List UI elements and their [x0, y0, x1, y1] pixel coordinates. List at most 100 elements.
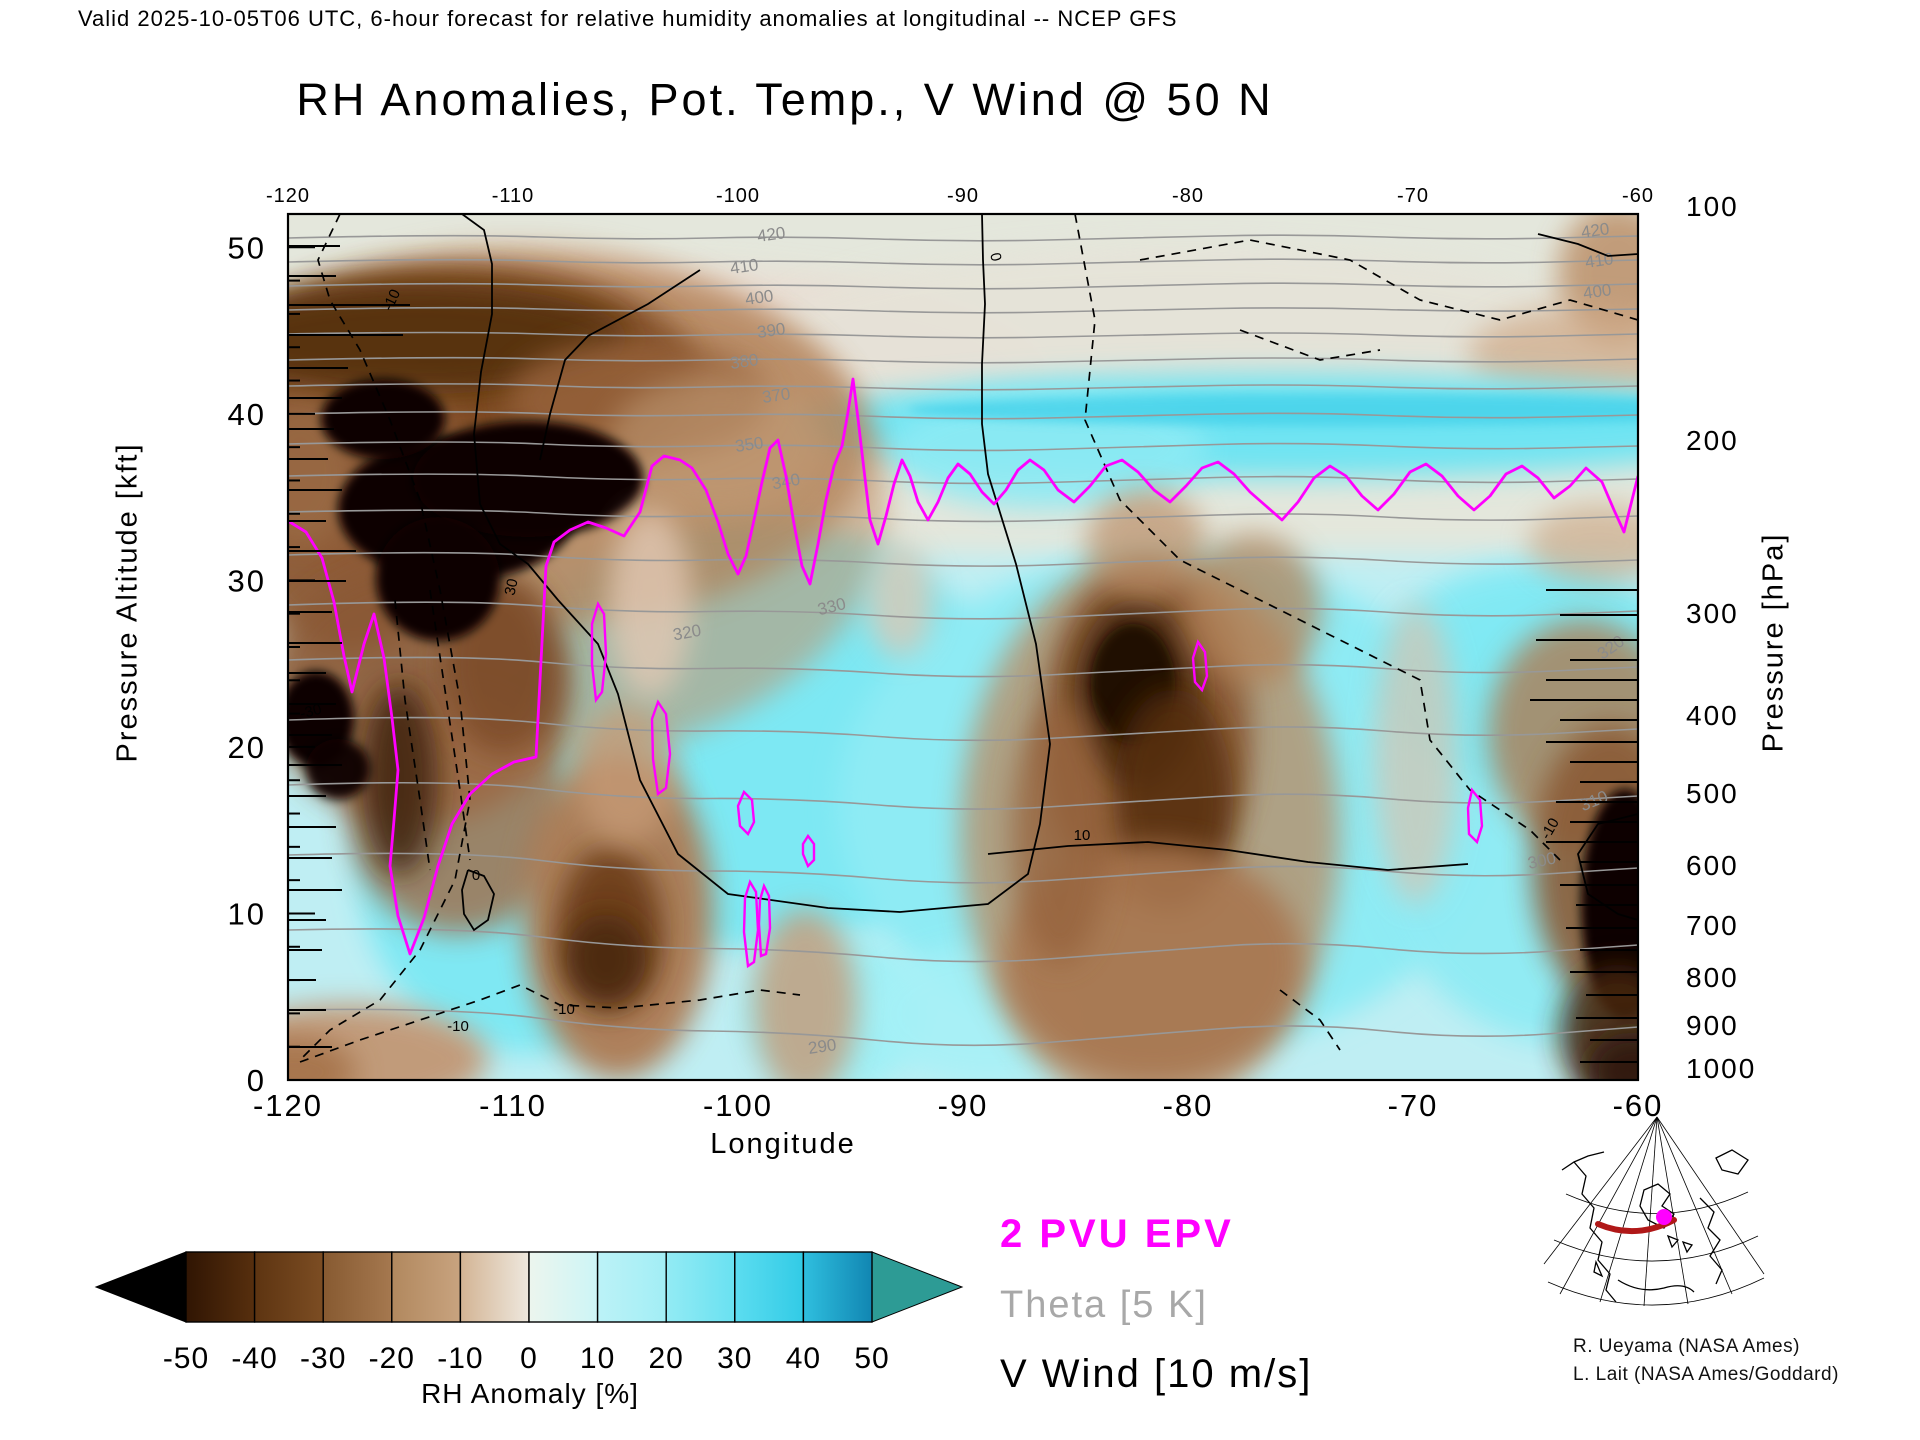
y-tick-label-left: 50	[228, 230, 266, 265]
theta-contour-label: 390	[756, 319, 787, 342]
rh-fill-patch	[576, 704, 676, 844]
rh-fill-patch	[1560, 964, 1638, 1080]
colorbar-segment	[734, 1251, 805, 1323]
pvu-closed-contour	[801, 833, 816, 869]
theta-contour-label: 350	[734, 433, 765, 456]
theta-contour	[288, 383, 1638, 391]
legend-v-wind: V Wind [10 m/s]	[1000, 1352, 1313, 1396]
rh-fill-patch	[321, 379, 445, 459]
colorbar-tick-label: 30	[717, 1342, 752, 1375]
x-tick-label-top: -110	[492, 185, 535, 207]
rh-fill-patch	[608, 374, 828, 514]
rh-fill-patch	[1012, 704, 1108, 964]
inset-map	[1543, 1116, 1765, 1307]
map-coastline	[1699, 1197, 1723, 1285]
v-wind-contour-label: 0	[986, 251, 1004, 263]
v-wind-contour-negative	[299, 214, 471, 1061]
v-wind-contour-negative	[429, 589, 471, 861]
map-coastline	[1639, 1183, 1675, 1229]
map-graticule	[1599, 1116, 1658, 1303]
colorbar-segment	[596, 1251, 667, 1323]
colorbar-tick-label: -40	[231, 1342, 277, 1375]
x-tick-label-bottom: -60	[1613, 1088, 1664, 1123]
map-graticule	[1656, 1116, 1733, 1295]
pvu-tropopause-line	[288, 377, 1638, 956]
rh-fill-patch	[1588, 1032, 1638, 1080]
x-tick-label-top: -60	[1622, 185, 1654, 207]
colorbar-segment	[665, 1251, 736, 1323]
colorbar-segment	[802, 1251, 873, 1323]
pressure-label-right: 900	[1686, 1010, 1739, 1041]
pressure-label-right: 400	[1686, 700, 1739, 731]
colorbar-segment	[528, 1251, 599, 1323]
plot-area: 4204104003903803703503403303202904204104…	[286, 212, 1640, 1082]
theta-contour	[288, 716, 1638, 742]
theta-contour	[288, 1008, 1638, 1047]
map-coastline	[1666, 1234, 1680, 1249]
x-tick-label-bottom: -110	[479, 1088, 547, 1123]
theta-contour	[288, 331, 1638, 339]
pvu-closed-contour	[736, 789, 756, 837]
page-title: RH Anomalies, Pot. Temp., V Wind @ 50 N	[296, 74, 1274, 125]
pressure-label-right: 700	[1686, 910, 1739, 941]
theta-contour	[288, 928, 1638, 963]
theta-contour-label: 400	[744, 286, 775, 309]
y-tick-label-left: 10	[228, 896, 266, 931]
pvu-closed-contour	[650, 699, 672, 797]
theta-contour	[288, 258, 1638, 266]
theta-contour	[288, 473, 1638, 485]
theta-contour	[288, 441, 1638, 452]
x-tick-label-bottom: -100	[703, 1088, 773, 1123]
colorbar-tick-label: -10	[437, 1342, 483, 1375]
rh-fill-patch	[866, 541, 934, 657]
x-tick-label-bottom: -70	[1388, 1088, 1439, 1123]
x-tick-label-top: -120	[266, 185, 310, 207]
colorbar-segment	[185, 1251, 256, 1323]
colorbar-tick-label: 0	[520, 1342, 538, 1375]
map-coastline	[1617, 1279, 1695, 1293]
map-coastline	[1593, 1259, 1604, 1278]
y-tick-label-left: 20	[228, 730, 266, 765]
colorbar-tick-label: 20	[649, 1342, 684, 1375]
pressure-label-right: 200	[1686, 425, 1739, 456]
map-coastline	[1681, 1240, 1694, 1254]
v-wind-contour	[461, 869, 495, 932]
credit-line-1: R. Ueyama (NASA Ames)	[1573, 1336, 1800, 1357]
theta-contour	[288, 601, 1638, 620]
pvu-closed-contour	[590, 601, 608, 704]
pressure-label-right: 300	[1686, 598, 1739, 629]
x-tick-label-top: -100	[716, 185, 760, 207]
theta-contour-label: 410	[729, 255, 760, 278]
plot-field: 4204104003903803703503403303202904204104…	[288, 214, 1638, 1080]
v-wind-contour	[539, 269, 701, 461]
colorbar-tick-label: -50	[163, 1342, 209, 1375]
pvu-closed-contour	[1466, 787, 1484, 845]
pressure-label-right: 500	[1686, 778, 1739, 809]
x-tick-label-top: -90	[947, 185, 979, 207]
x-tick-label-bottom: -90	[938, 1088, 989, 1123]
theta-contour	[288, 551, 1638, 567]
valid-time-header: Valid 2025-10-05T06 UTC, 6-hour forecast…	[78, 6, 1178, 31]
theta-contour	[288, 509, 1638, 523]
v-wind-contour-negative	[1279, 989, 1341, 1051]
map-graticule	[1656, 1116, 1765, 1275]
theta-contour	[288, 781, 1638, 810]
colorbar-over-arrow	[871, 1251, 964, 1323]
v-wind-contour-label: -10	[553, 1001, 575, 1018]
y-tick-label-left: 0	[247, 1063, 266, 1098]
map-graticule	[1543, 1116, 1658, 1265]
x-tick-label-bottom: -120	[253, 1088, 323, 1123]
v-wind-contour-negative	[1239, 329, 1381, 361]
colorbar-tick-label: 10	[580, 1342, 615, 1375]
v-wind-contour-negative	[299, 984, 801, 1063]
map-graticule	[1643, 1116, 1658, 1307]
map-graticule	[1656, 1116, 1689, 1305]
v-wind-contour-label: 30	[502, 577, 522, 597]
map-graticule	[1559, 1116, 1658, 1295]
theta-contour	[288, 356, 1638, 364]
pvu-closed-contour	[742, 879, 760, 969]
rh-fill-patch	[306, 739, 370, 799]
v-wind-contour-negative	[1074, 214, 1561, 861]
colorbar-tick-label: 40	[786, 1342, 821, 1375]
theta-contour-label: 380	[729, 350, 760, 373]
